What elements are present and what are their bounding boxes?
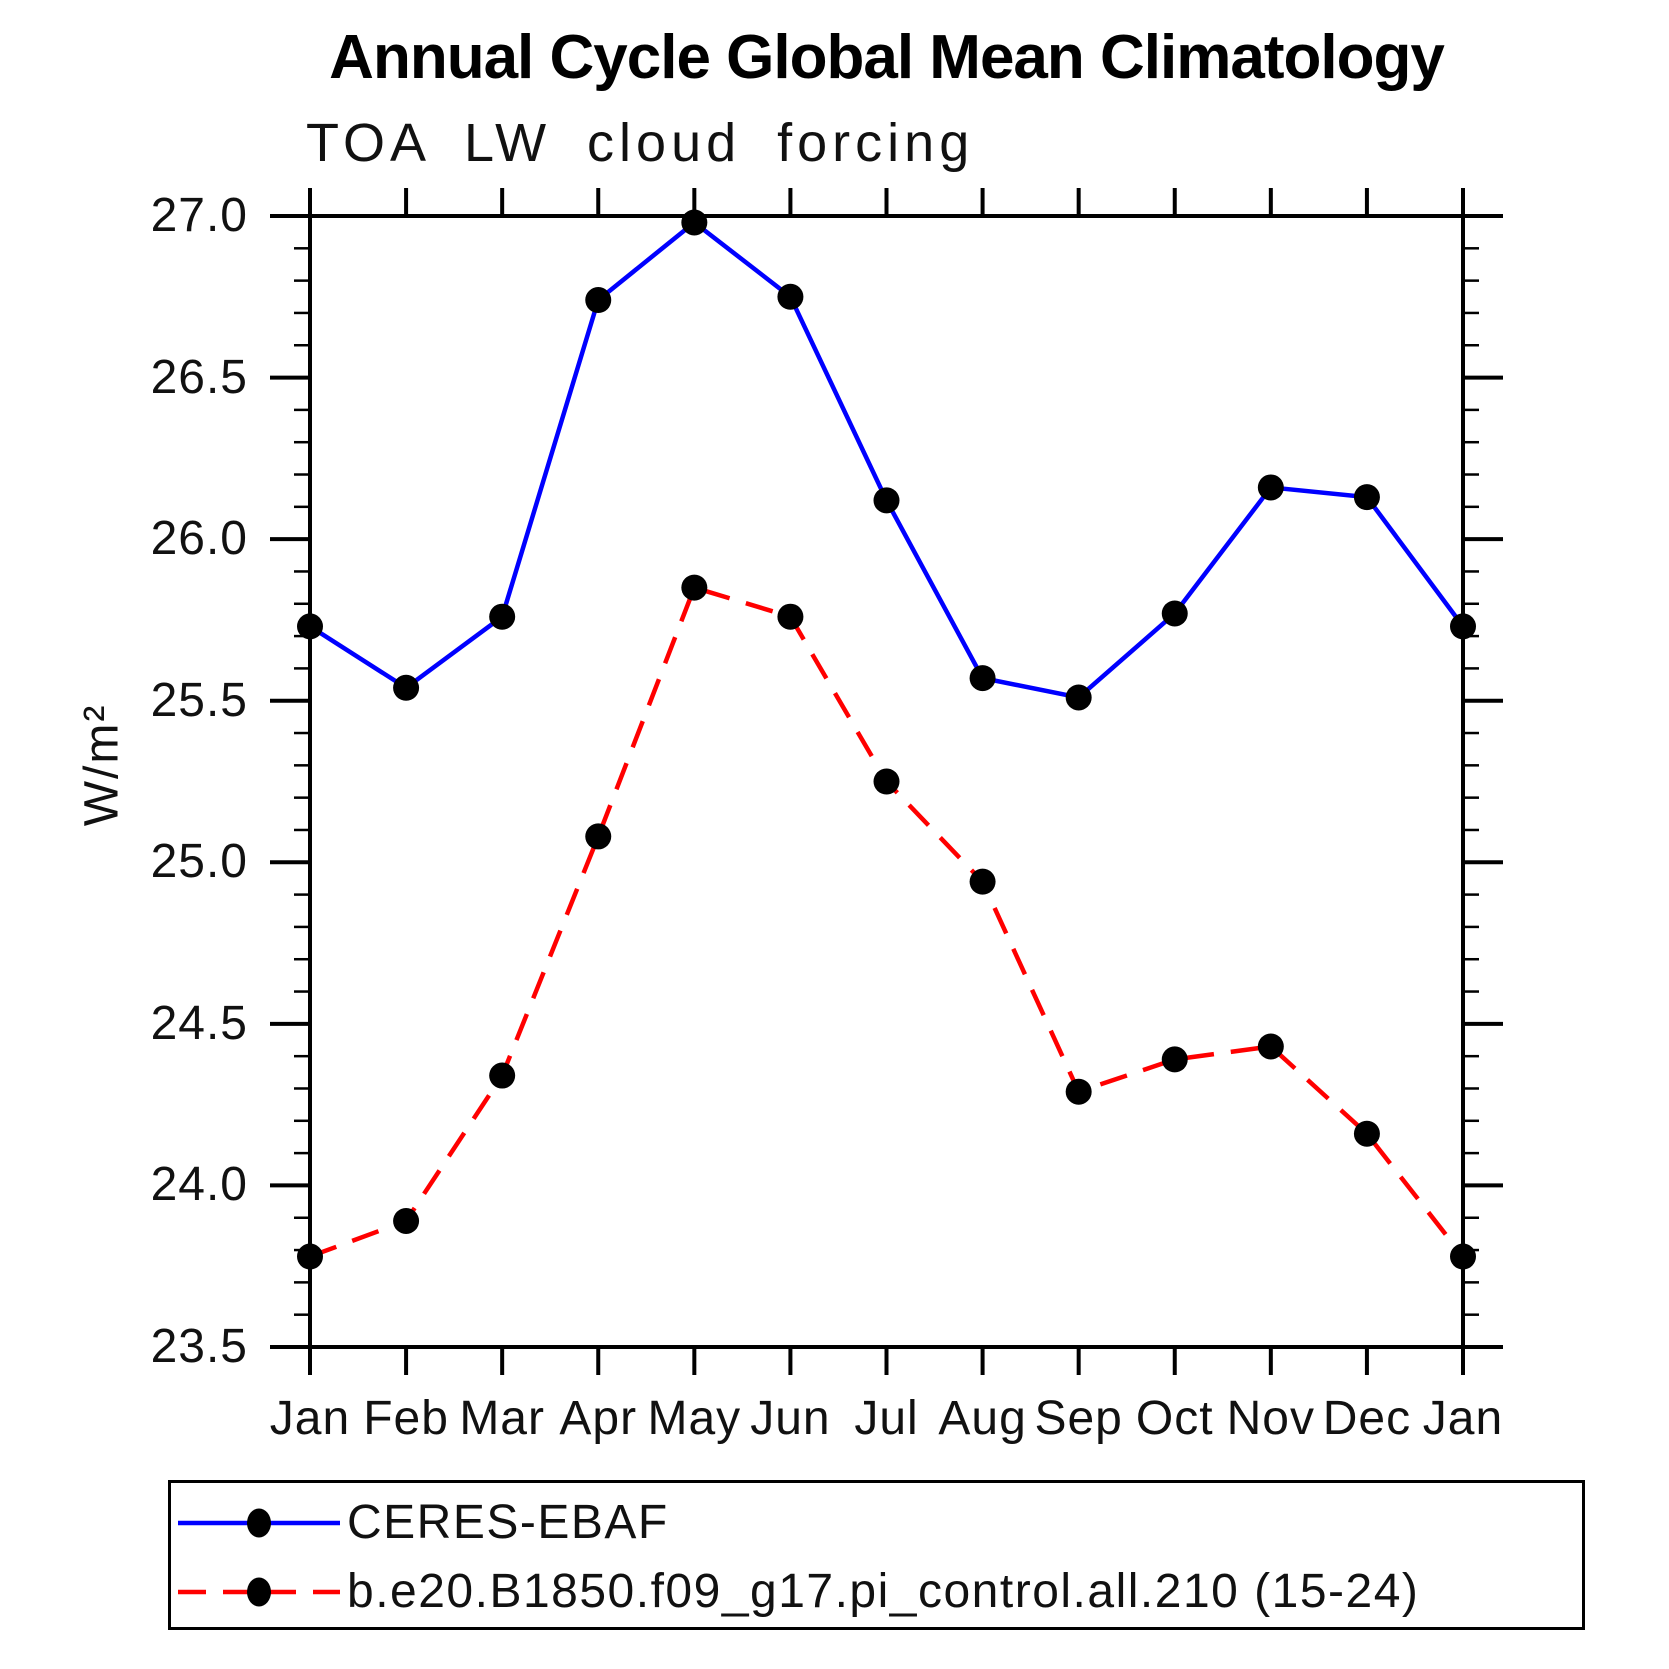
data-point-marker	[585, 287, 612, 314]
chart-subtitle: TOA LW cloud forcing	[306, 113, 975, 173]
x-tick-label: Apr	[559, 1392, 638, 1445]
x-tick-label: May	[647, 1392, 742, 1445]
x-tick-label: Feb	[363, 1392, 449, 1445]
y-tick-label: 23.5	[150, 1320, 248, 1373]
legend-marker-dot	[247, 1508, 271, 1537]
y-tick-label: 27.0	[150, 189, 248, 242]
x-axis-ticks	[308, 188, 1465, 1375]
legend-label: CERES-EBAF	[347, 1496, 669, 1549]
data-point-marker	[969, 665, 996, 692]
series-markers-model	[297, 574, 1476, 1270]
series-line-ceres-ebaf	[308, 219, 1465, 700]
data-point-marker	[1257, 474, 1284, 501]
y-tick-label: 25.5	[150, 673, 248, 727]
data-point-marker	[777, 603, 804, 630]
data-point-marker	[489, 1062, 516, 1089]
chart-title: Annual Cycle Global Mean Climatology	[329, 23, 1445, 92]
x-tick-label: Aug	[938, 1392, 1027, 1445]
x-tick-label: Dec	[1322, 1392, 1412, 1445]
x-tick-label: Jan	[1422, 1392, 1504, 1445]
data-point-marker	[1257, 1033, 1284, 1060]
data-point-marker	[1353, 484, 1380, 511]
data-point-marker	[873, 487, 900, 514]
legend-box: CERES-EBAF b.e20.B1850.f09_g17.pi_control…	[168, 1480, 1585, 1630]
legend-entry: CERES-EBAF	[171, 1488, 1582, 1557]
data-point-marker	[777, 283, 804, 310]
data-point-marker	[585, 823, 612, 850]
legend-label: b.e20.B1850.f09_g17.pi_control.all.210 (…	[347, 1565, 1420, 1618]
data-point-marker	[489, 603, 516, 630]
x-tick-label: Oct	[1135, 1392, 1214, 1445]
y-tick-label: 24.5	[150, 996, 248, 1050]
x-tick-label: Sep	[1034, 1392, 1123, 1445]
data-point-marker	[1065, 1078, 1092, 1105]
data-point-marker	[1450, 1243, 1476, 1270]
series-polyline	[309, 584, 1465, 1259]
data-point-marker	[297, 1243, 323, 1270]
data-point-marker	[393, 674, 420, 701]
data-point-marker	[873, 768, 900, 795]
series-markers-ceres-ebaf	[297, 209, 1476, 711]
series-polyline	[308, 219, 1465, 700]
data-point-marker	[969, 868, 996, 895]
x-tick-label: Nov	[1226, 1392, 1315, 1445]
data-point-marker	[1161, 1046, 1188, 1073]
data-point-marker	[681, 209, 708, 236]
y-tick-label: 26.5	[150, 350, 248, 404]
legend-marker-dot	[247, 1577, 271, 1606]
legend-entry: b.e20.B1850.f09_g17.pi_control.all.210 (…	[171, 1557, 1582, 1626]
y-tick-label: 25.0	[150, 835, 248, 889]
x-tick-label: Jan	[269, 1392, 351, 1445]
data-point-marker	[1450, 613, 1476, 640]
data-point-marker	[681, 574, 708, 601]
legend-line-sample	[178, 1508, 340, 1537]
data-point-marker	[1353, 1120, 1380, 1147]
y-axis-ticks	[270, 214, 1503, 1349]
data-point-marker	[297, 613, 323, 640]
legend-line-sample	[178, 1577, 340, 1606]
data-point-marker	[393, 1207, 420, 1234]
y-tick-label: 24.0	[150, 1158, 248, 1212]
x-tick-label: Mar	[459, 1392, 545, 1445]
series-line-model	[309, 584, 1465, 1259]
y-tick-label: 26.0	[150, 512, 248, 566]
x-tick-label: Jul	[854, 1392, 919, 1445]
data-point-marker	[1065, 684, 1092, 711]
data-point-marker	[1161, 600, 1188, 627]
x-tick-label: Jun	[750, 1392, 831, 1445]
